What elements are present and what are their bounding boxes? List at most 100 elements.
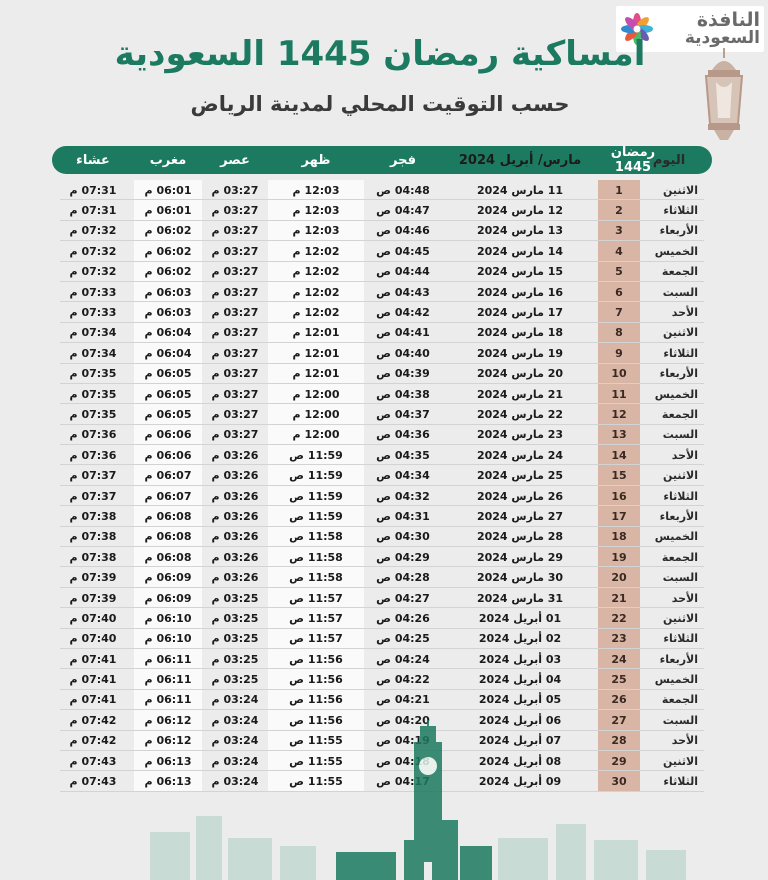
cell-date: 25 مارس 2024 (476, 469, 564, 483)
cell-isha: 07:37 م (69, 489, 117, 503)
cell-fajr: 04:21 ص (376, 693, 430, 707)
site-logo[interactable]: النافذة السعودية (616, 6, 764, 52)
cell-fajr: 04:22 ص (376, 673, 430, 687)
cell-isha: 07:36 م (69, 448, 117, 462)
cell-isha: 07:39 م (69, 571, 117, 585)
cell-date: 03 أبريل 2024 (478, 652, 562, 666)
cell-fajr: 04:24 ص (376, 652, 430, 666)
table-header: اليوم رمضان 1445 مارس/ أبريل 2024 فجر ظه… (52, 145, 712, 175)
cell-isha: 07:41 م (69, 693, 117, 707)
cell-dhuhr: 11:55 ص (268, 730, 364, 751)
cell-dhuhr: 12:03 م (268, 180, 364, 201)
cell-day: الجمعة (661, 407, 698, 421)
cell-isha: 07:33 م (69, 306, 117, 320)
table-row: الاثنين 29 08 أبريل 2024 04:18 ص 11:55 ص 03:2… (52, 750, 712, 772)
cell-date: 30 مارس 2024 (476, 571, 564, 585)
cell-asr: 03:26 م (211, 509, 259, 523)
table-row: الأربعاء 24 03 أبريل 2024 04:24 ص 11:56 ص 03:… (52, 648, 712, 670)
cell-asr: 03:27 م (211, 346, 259, 360)
cell-isha: 07:43 م (69, 754, 117, 768)
cell-dhuhr: 11:58 ص (268, 547, 364, 568)
cell-asr: 03:27 م (211, 224, 259, 238)
lantern-icon (704, 48, 744, 140)
cell-date: 14 مارس 2024 (476, 244, 564, 258)
cell-date: 18 مارس 2024 (476, 326, 564, 340)
table-row: الثلاثاء 23 02 أبريل 2024 04:25 ص 11:57 ص 03:… (52, 628, 712, 650)
cell-ramadan-day: 3 (598, 220, 640, 242)
cell-fajr: 04:32 ص (376, 489, 430, 503)
header-day: اليوم (652, 152, 686, 168)
cell-date: 09 أبريل 2024 (478, 775, 562, 789)
cell-isha: 07:32 م (69, 265, 117, 279)
cell-asr: 03:27 م (211, 387, 259, 401)
cell-day: الثلاثاء (663, 775, 698, 789)
cell-maghrib: 06:03 م (134, 281, 202, 303)
cell-day: الاثنين (663, 326, 698, 340)
cell-ramadan-day: 23 (598, 628, 640, 649)
cell-date: 20 مارس 2024 (476, 367, 564, 381)
cell-maghrib: 06:02 م (134, 241, 202, 262)
cell-dhuhr: 12:03 م (268, 220, 364, 242)
cell-ramadan-day: 16 (598, 485, 640, 507)
cell-maghrib: 06:05 م (134, 363, 202, 384)
cell-maghrib: 06:07 م (134, 465, 202, 486)
cell-ramadan-day: 25 (598, 669, 640, 690)
cell-ramadan-day: 18 (598, 526, 640, 548)
cell-maghrib: 06:09 م (134, 587, 202, 609)
table-row: الخميس 11 21 مارس 2024 04:38 ص 12:00 م 03:27 … (52, 383, 712, 405)
cell-asr: 03:27 م (211, 306, 259, 320)
cell-day: الأربعاء (659, 509, 698, 523)
cell-maghrib: 06:12 م (134, 710, 202, 731)
cell-ramadan-day: 19 (598, 547, 640, 568)
cell-ramadan-day: 6 (598, 281, 640, 303)
cell-isha: 07:42 م (69, 713, 117, 727)
cell-isha: 07:31 م (69, 183, 117, 197)
table-row: الخميس 4 14 مارس 2024 04:45 ص 12:02 م 03:27 م… (52, 241, 712, 262)
cell-day: الخميس (654, 387, 698, 401)
cell-date: 28 مارس 2024 (476, 530, 564, 544)
cell-asr: 03:24 م (211, 775, 259, 789)
cell-day: الأربعاء (659, 224, 698, 238)
cell-maghrib: 06:07 م (134, 485, 202, 507)
cell-date: 17 مارس 2024 (476, 306, 564, 320)
cell-dhuhr: 12:01 م (268, 343, 364, 364)
cell-ramadan-day: 11 (598, 383, 640, 405)
mecca-skyline-icon (150, 720, 686, 880)
cell-dhuhr: 11:56 ص (268, 689, 364, 711)
cell-isha: 07:34 م (69, 346, 117, 360)
cell-asr: 03:24 م (211, 754, 259, 768)
cell-day: الثلاثاء (663, 346, 698, 360)
cell-date: 19 مارس 2024 (476, 346, 564, 360)
table-row: الثلاثاء 9 19 مارس 2024 04:40 ص 12:01 م 03:27… (52, 343, 712, 364)
cell-asr: 03:24 م (211, 693, 259, 707)
imsakia-table: اليوم رمضان 1445 مارس/ أبريل 2024 فجر ظه… (52, 145, 712, 793)
cell-maghrib: 06:02 م (134, 220, 202, 242)
cell-day: الاثنين (663, 754, 698, 768)
cell-ramadan-day: 27 (598, 710, 640, 731)
cell-ramadan-day: 1 (598, 180, 640, 201)
cell-maghrib: 06:02 م (134, 261, 202, 282)
cell-fajr: 04:36 ص (376, 428, 430, 442)
cell-ramadan-day: 7 (598, 302, 640, 323)
table-row: الأربعاء 17 27 مارس 2024 04:31 ص 11:59 ص 03:2… (52, 506, 712, 528)
header-maghrib: مغرب (149, 152, 187, 168)
cell-day: الخميس (654, 530, 698, 544)
cell-day: الأحد (671, 448, 698, 462)
cell-ramadan-day: 14 (598, 445, 640, 466)
cell-day: الأحد (671, 306, 698, 320)
cell-fajr: 04:42 ص (376, 306, 430, 320)
cell-maghrib: 06:12 م (134, 730, 202, 751)
cell-isha: 07:43 م (69, 775, 117, 789)
cell-fajr: 04:43 ص (376, 285, 430, 299)
cell-maghrib: 06:13 م (134, 771, 202, 792)
cell-day: الخميس (654, 673, 698, 687)
cell-fajr: 04:26 ص (376, 611, 430, 625)
cell-date: 29 مارس 2024 (476, 550, 564, 564)
table-row: السبت 20 30 مارس 2024 04:28 ص 11:58 ص 03:26 م… (52, 567, 712, 589)
cell-fajr: 04:40 ص (376, 346, 430, 360)
cell-asr: 03:26 م (211, 469, 259, 483)
cell-asr: 03:27 م (211, 367, 259, 381)
cell-asr: 03:27 م (211, 204, 259, 218)
cell-fajr: 04:28 ص (376, 571, 430, 585)
cell-dhuhr: 11:59 ص (268, 485, 364, 507)
